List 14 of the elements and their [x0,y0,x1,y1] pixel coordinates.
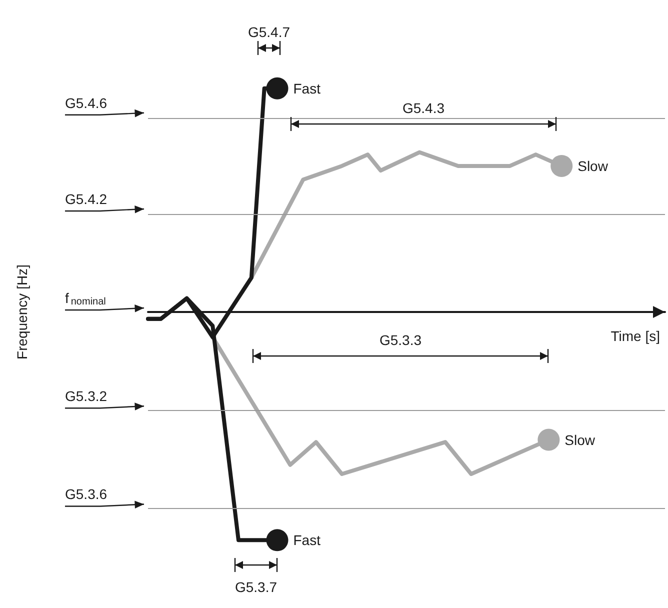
text: G5.4.7 [248,24,290,40]
ref-line-label: G5.3.6 [65,486,108,502]
annotation: G5.3.3 [379,332,422,348]
ref-line-label: G5.3.2 [65,388,108,404]
series-label: Slow [578,158,609,174]
ref-line-label: G5.4.2 [65,190,108,207]
x-axis-title: Time [s] [610,328,660,344]
annotation: G5.4.3 [402,100,445,116]
text: Frequency [Hz] [14,264,30,360]
text: G5.3.7 [234,579,278,595]
series-label: Fast [293,80,321,96]
series-label: Slow [564,432,596,448]
ref-line-label: G5.4.6 [65,94,108,111]
series-label: Fast [293,532,321,548]
